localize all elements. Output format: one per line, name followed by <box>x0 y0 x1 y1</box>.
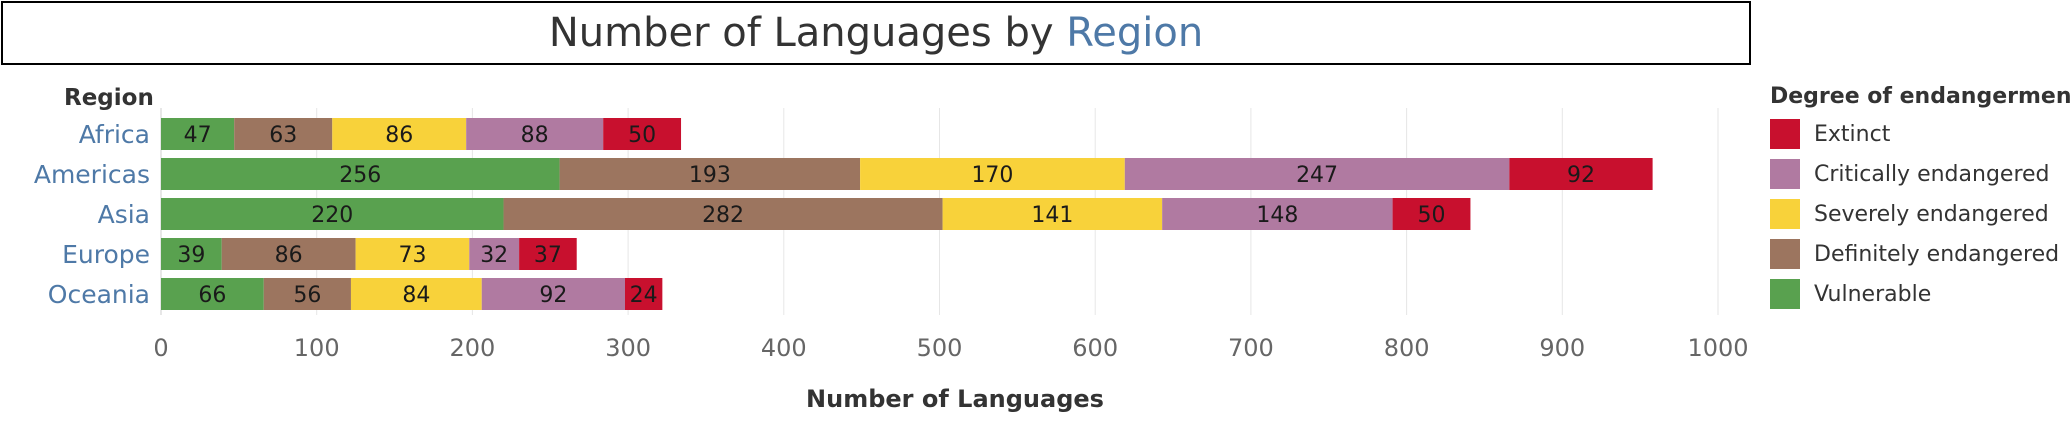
legend-item-vulnerable[interactable]: Vulnerable <box>1770 274 2070 314</box>
bar-segment[interactable] <box>161 118 235 150</box>
data-label: 193 <box>689 163 731 188</box>
legend-swatch <box>1770 199 1800 229</box>
bar-segment[interactable] <box>469 238 520 270</box>
category-label[interactable]: Africa <box>79 120 150 149</box>
legend-item-definitely-endangered[interactable]: Definitely endangered <box>1770 234 2070 274</box>
data-label: 50 <box>1418 203 1446 228</box>
row-header: Region <box>64 85 154 111</box>
legend-label: Definitely endangered <box>1814 241 2060 267</box>
x-tick-label: 1000 <box>1687 334 1748 362</box>
category-label[interactable]: Europe <box>62 240 150 269</box>
x-axis-label: Number of Languages <box>806 385 1104 413</box>
bars: 47 63 86 88 50 256 193 170 247 92 220 282 141 148 50 39… <box>161 118 1653 310</box>
bar-segment[interactable] <box>234 118 333 150</box>
legend-item-severely-endangered[interactable]: Severely endangered <box>1770 194 2070 234</box>
bar-segment[interactable] <box>860 158 1125 190</box>
stacked-bar-chart: Region Africa Americas Asia Europe Oceania 4… <box>34 85 1749 413</box>
legend-label: Severely endangered <box>1814 201 2049 227</box>
legend-label: Vulnerable <box>1814 281 1932 307</box>
data-label: 256 <box>339 163 381 188</box>
x-tick-label: 500 <box>917 334 963 362</box>
chart-title: Number of Languages by Region <box>549 10 1203 56</box>
bar-segment[interactable] <box>1509 158 1653 190</box>
x-tick-label: 200 <box>449 334 495 362</box>
data-label: 84 <box>402 283 430 308</box>
bar-segment[interactable] <box>221 238 356 270</box>
data-label: 56 <box>293 283 321 308</box>
data-label: 63 <box>269 123 297 148</box>
x-tick-label: 300 <box>605 334 651 362</box>
bar-segment[interactable] <box>1162 198 1393 230</box>
data-label: 148 <box>1256 203 1298 228</box>
data-label: 220 <box>311 203 353 228</box>
data-label: 47 <box>184 123 212 148</box>
bar-segment[interactable] <box>519 238 577 270</box>
bar-segment[interactable] <box>161 198 504 230</box>
category-labels: Africa Americas Asia Europe Oceania <box>34 120 150 309</box>
data-label: 86 <box>275 243 303 268</box>
data-label: 92 <box>539 283 567 308</box>
legend-swatch <box>1770 239 1800 269</box>
legend-swatch <box>1770 159 1800 189</box>
data-label: 141 <box>1031 203 1073 228</box>
data-label: 170 <box>971 163 1013 188</box>
x-tick-label: 800 <box>1384 334 1430 362</box>
data-label: 247 <box>1296 163 1338 188</box>
data-label: 73 <box>398 243 426 268</box>
x-tick-label: 900 <box>1539 334 1585 362</box>
legend-title: Degree of endangerment <box>1770 84 2070 109</box>
bar-segment[interactable] <box>481 278 625 310</box>
data-label: 37 <box>534 243 562 268</box>
bar-segment[interactable] <box>466 118 604 150</box>
data-label: 24 <box>630 283 658 308</box>
legend-label: Critically endangered <box>1814 161 2050 187</box>
legend-label: Extinct <box>1814 121 1891 147</box>
x-tick-label: 700 <box>1228 334 1274 362</box>
bar-segment[interactable] <box>503 198 943 230</box>
x-axis-ticks: 0 100 200 300 400 500 600 700 800 900 1000 <box>153 334 1748 362</box>
bar-segment[interactable] <box>603 118 682 150</box>
x-tick-label: 100 <box>294 334 340 362</box>
bar-segment[interactable] <box>161 158 560 190</box>
bar-segment[interactable] <box>350 278 482 310</box>
category-label[interactable]: Oceania <box>48 280 150 309</box>
bar-segment[interactable] <box>332 118 467 150</box>
chart-title-prefix: Number of Languages by <box>548 10 1067 56</box>
bar-segment[interactable] <box>559 158 861 190</box>
legend-item-critically-endangered[interactable]: Critically endangered <box>1770 154 2070 194</box>
data-label: 32 <box>480 243 508 268</box>
x-tick-label: 0 <box>153 334 168 362</box>
bar-segment[interactable] <box>263 278 351 310</box>
data-label: 92 <box>1567 163 1595 188</box>
data-label: 39 <box>177 243 205 268</box>
legend-item-extinct[interactable]: Extinct <box>1770 114 2070 154</box>
bar-segment[interactable] <box>1124 158 1510 190</box>
legend-swatch <box>1770 119 1800 149</box>
data-label: 66 <box>198 283 226 308</box>
bar-segment[interactable] <box>624 278 663 310</box>
legend: Degree of endangerment Extinct Criticall… <box>1770 80 2070 314</box>
chart-title-box: Number of Languages by Region <box>1 1 1751 65</box>
bar-segment[interactable] <box>942 198 1163 230</box>
bar-segment[interactable] <box>161 278 264 310</box>
category-label[interactable]: Americas <box>34 160 150 189</box>
chart-title-highlight[interactable]: Region <box>1066 10 1204 56</box>
x-tick-label: 600 <box>1072 334 1118 362</box>
data-label: 50 <box>628 123 656 148</box>
data-label: 282 <box>702 203 744 228</box>
bar-segment[interactable] <box>1392 198 1471 230</box>
data-label: 86 <box>385 123 413 148</box>
data-label: 88 <box>521 123 549 148</box>
bar-segment[interactable] <box>355 238 470 270</box>
bar-segment[interactable] <box>161 238 222 270</box>
x-tick-label: 400 <box>761 334 807 362</box>
category-label[interactable]: Asia <box>98 200 150 229</box>
legend-swatch <box>1770 279 1800 309</box>
